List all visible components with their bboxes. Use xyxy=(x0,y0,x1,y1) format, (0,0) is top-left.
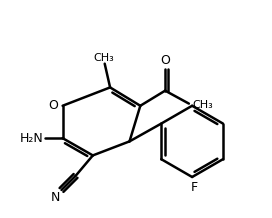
Text: H₂N: H₂N xyxy=(19,132,43,145)
Text: F: F xyxy=(191,181,198,194)
Text: CH₃: CH₃ xyxy=(192,100,213,110)
Text: CH₃: CH₃ xyxy=(93,53,114,63)
Text: N: N xyxy=(51,191,60,204)
Text: O: O xyxy=(48,99,58,112)
Text: O: O xyxy=(160,54,170,67)
